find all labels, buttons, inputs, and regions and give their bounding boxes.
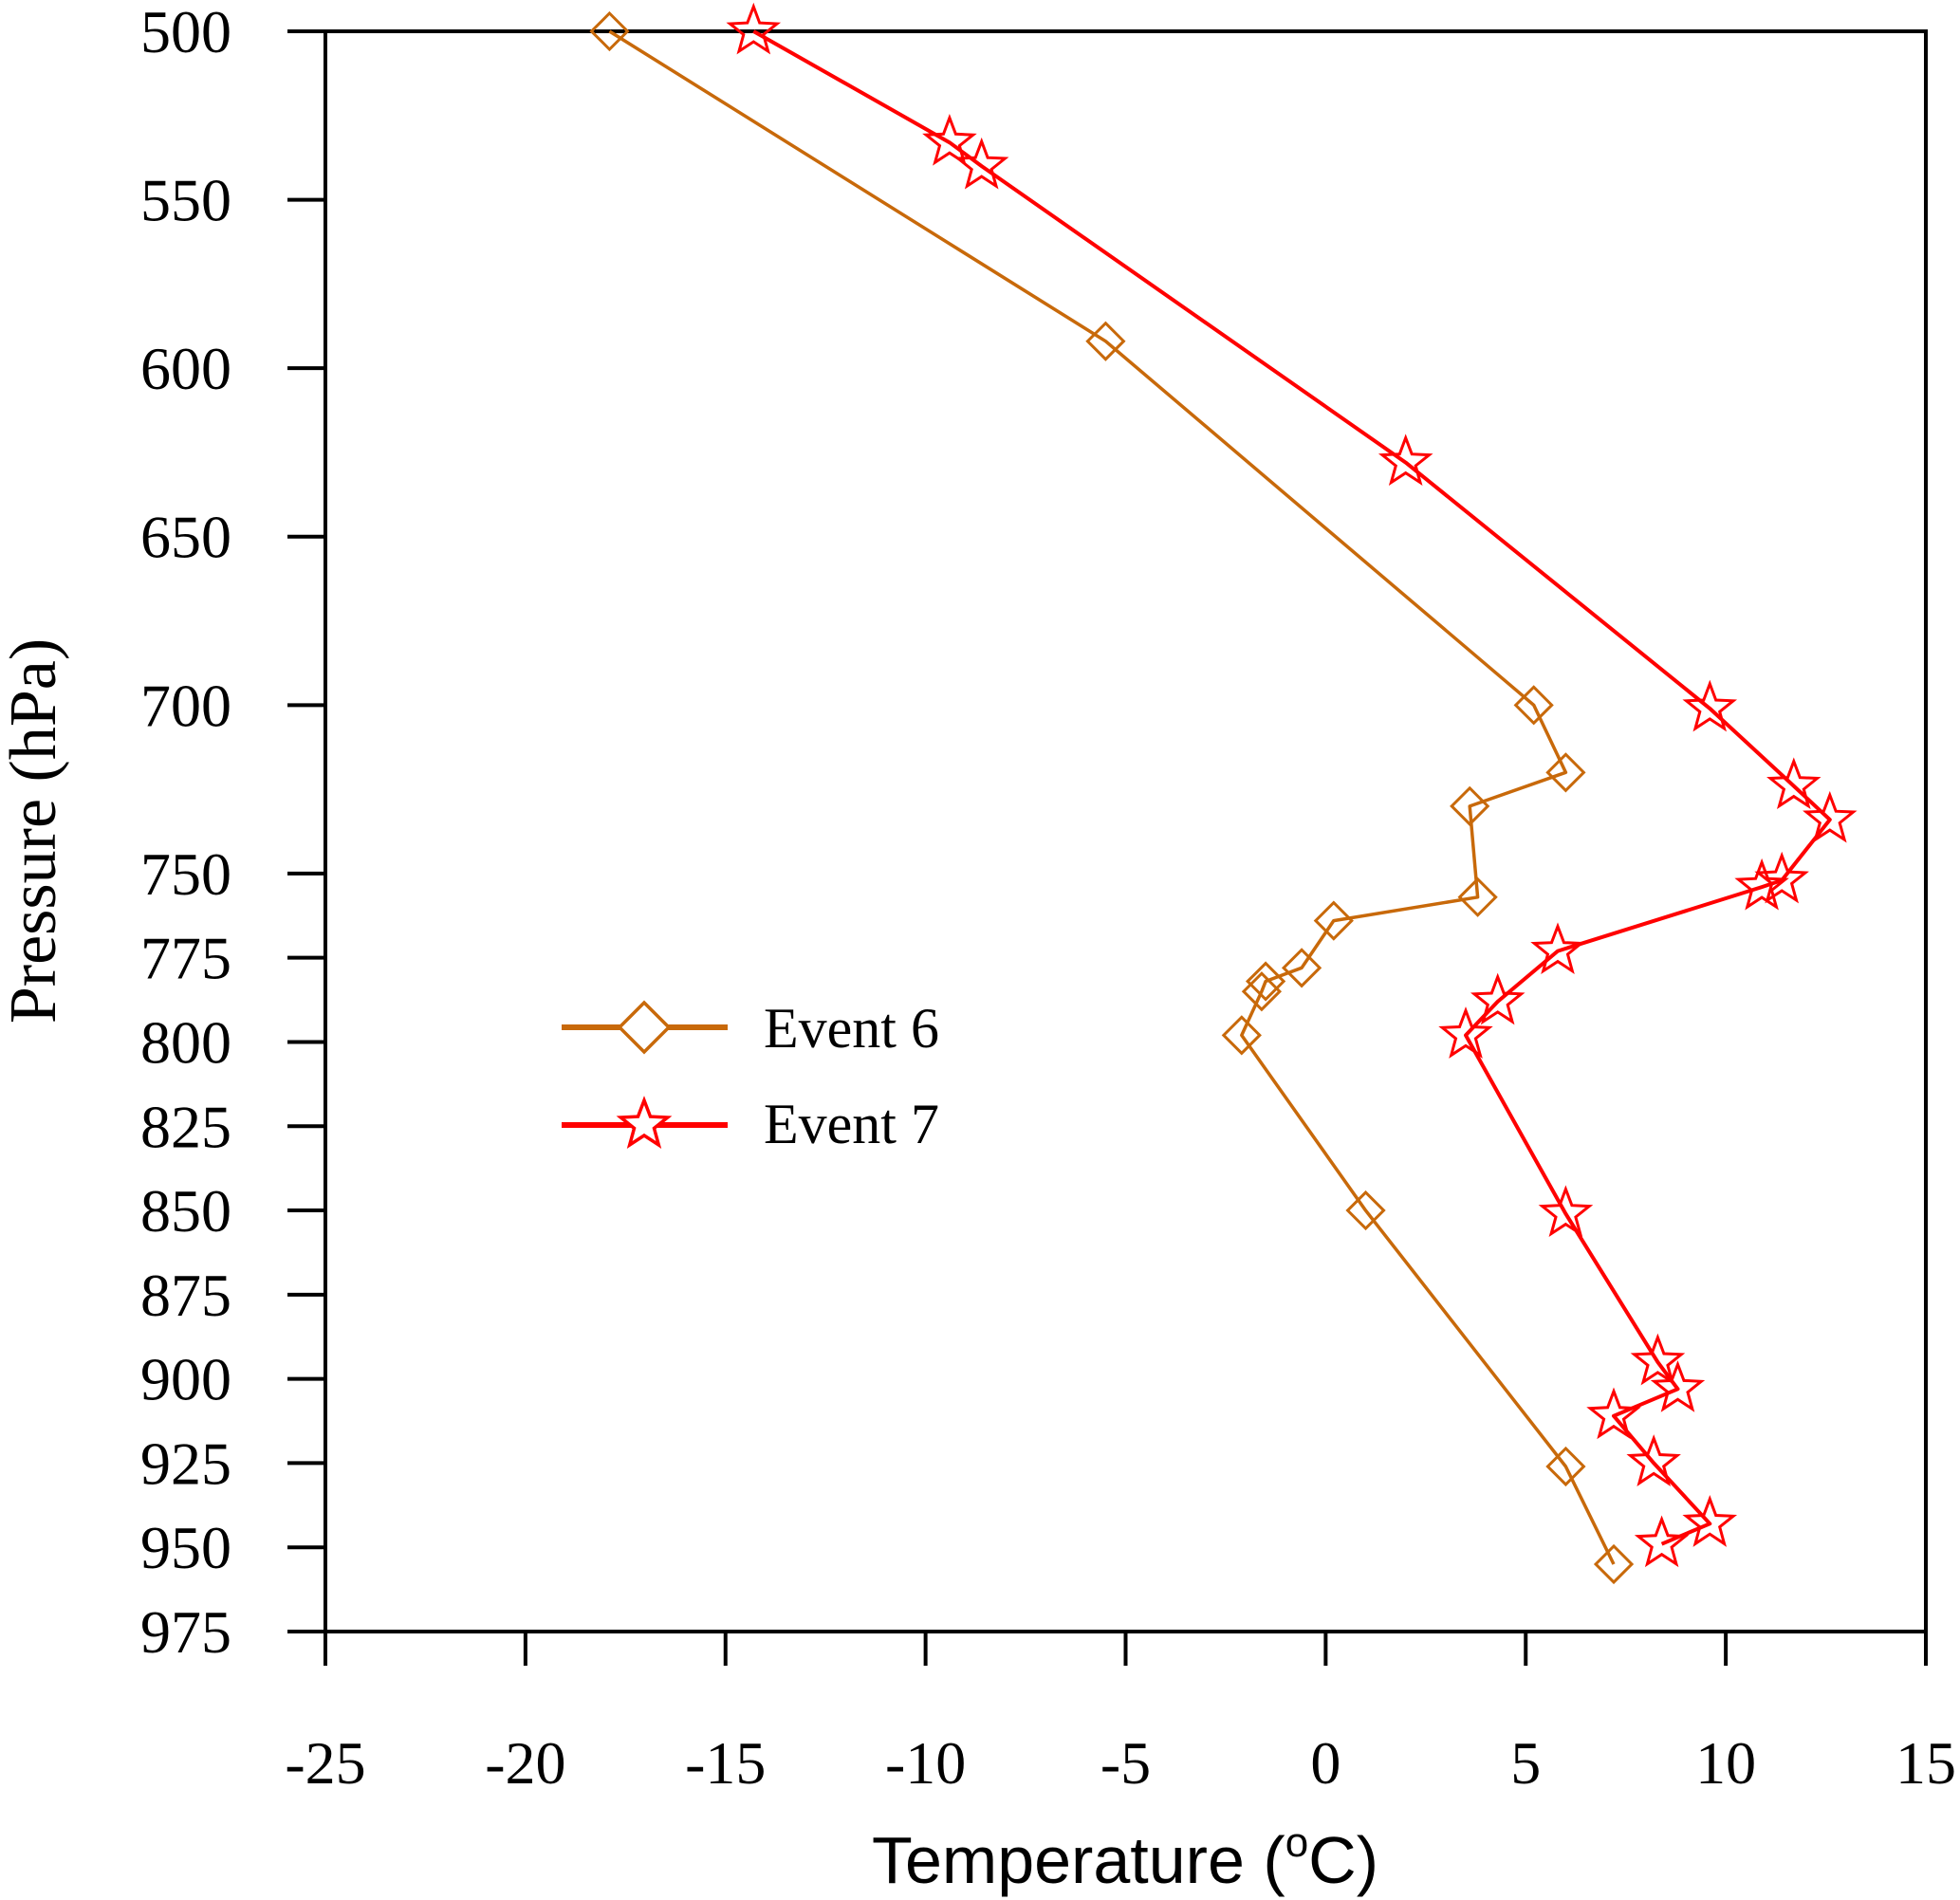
data-point-event-7 [1470, 972, 1525, 1025]
y-tick-label: 975 [140, 1598, 231, 1666]
y-tick-label: 650 [140, 504, 231, 571]
data-point-event-7 [1438, 1006, 1493, 1059]
data-point-event-7 [726, 2, 782, 55]
data-point-event-6 [1241, 971, 1283, 1012]
data-point-event-7 [1734, 858, 1789, 911]
data-point-event-6 [1513, 685, 1554, 726]
x-axis-title-unit: C) [1308, 1823, 1378, 1897]
x-tick-label: -15 [685, 1729, 766, 1797]
data-point-event-7 [1630, 1333, 1686, 1386]
y-tick-label: 600 [140, 335, 231, 402]
y-tick-label: 875 [140, 1262, 231, 1329]
x-tick-label: 15 [1895, 1729, 1956, 1797]
data-point-event-6 [1281, 948, 1322, 988]
data-point-event-6 [1245, 961, 1286, 1002]
y-tick-label: 950 [140, 1514, 231, 1581]
data-point-event-7 [1530, 922, 1585, 975]
y-tick-label: 825 [140, 1093, 231, 1160]
y-tick-label: 750 [140, 840, 231, 908]
legend-marker-event-7 [616, 1096, 673, 1149]
legend: Event 6 Event 7 [562, 997, 939, 1155]
data-point-event-7 [1634, 1515, 1690, 1568]
y-tick-label: 500 [140, 0, 231, 65]
legend-marker-event-6 [617, 1000, 672, 1055]
plot-frame [324, 29, 1928, 1633]
data-point-event-7 [1586, 1387, 1641, 1440]
x-axis-title-degree: o [1285, 1819, 1308, 1866]
x-tick-label: -20 [485, 1729, 565, 1797]
data-point-event-6 [1345, 1190, 1386, 1231]
x-axis-ticks: -25 -20 -15 -10 -5 0 5 10 15 [285, 1632, 1956, 1797]
data-point-event-7 [1682, 1495, 1738, 1547]
data-point-event-7 [1538, 1185, 1594, 1238]
series-line-event-7 [752, 29, 1832, 1546]
data-point-event-6 [1545, 752, 1586, 793]
y-tick-label: 550 [140, 167, 231, 234]
data-point-event-6 [1545, 1446, 1586, 1487]
y-tick-label: 800 [140, 1008, 231, 1076]
data-point-event-7 [1766, 757, 1821, 810]
legend-label-event-7: Event 7 [764, 1093, 939, 1155]
data-point-event-6 [589, 10, 630, 52]
y-tick-label: 775 [140, 925, 231, 992]
data-point-event-6 [1221, 1015, 1262, 1056]
series-line-event-6 [608, 29, 1616, 1565]
y-axis-title: Pressure (hPa) [0, 638, 70, 1024]
data-point-event-7 [1803, 790, 1858, 843]
y-tick-label: 700 [140, 672, 231, 739]
y-tick-label: 925 [140, 1430, 231, 1497]
data-point-event-6 [1085, 321, 1126, 361]
data-point-event-7 [1650, 1360, 1706, 1412]
y-axis-ticks: 500 550 600 650 700 750 775 800 825 850 875 900 925 9… [140, 0, 325, 1666]
data-point-event-6 [1593, 1543, 1635, 1585]
data-point-event-7 [953, 137, 1009, 190]
x-axis-title: Temperature (oC) [872, 1819, 1378, 1897]
legend-label-event-6: Event 6 [764, 997, 939, 1060]
series-layer [589, 2, 1858, 1585]
x-axis-title-main: Temperature ( [872, 1823, 1285, 1897]
x-tick-label: 5 [1510, 1729, 1541, 1797]
x-tick-label: -25 [285, 1729, 365, 1797]
x-tick-label: -5 [1100, 1729, 1151, 1797]
data-point-event-6 [1313, 900, 1354, 941]
data-point-event-6 [1450, 785, 1490, 826]
data-point-event-7 [1626, 1434, 1681, 1486]
y-tick-label: 850 [140, 1177, 231, 1245]
data-point-event-7 [1378, 433, 1433, 487]
x-tick-label: -10 [885, 1729, 966, 1797]
data-point-event-7 [1682, 679, 1738, 732]
x-tick-label: 0 [1310, 1729, 1341, 1797]
x-tick-label: 10 [1695, 1729, 1756, 1797]
y-tick-label: 900 [140, 1346, 231, 1413]
data-point-event-7 [922, 113, 977, 166]
data-point-event-6 [1457, 876, 1498, 917]
